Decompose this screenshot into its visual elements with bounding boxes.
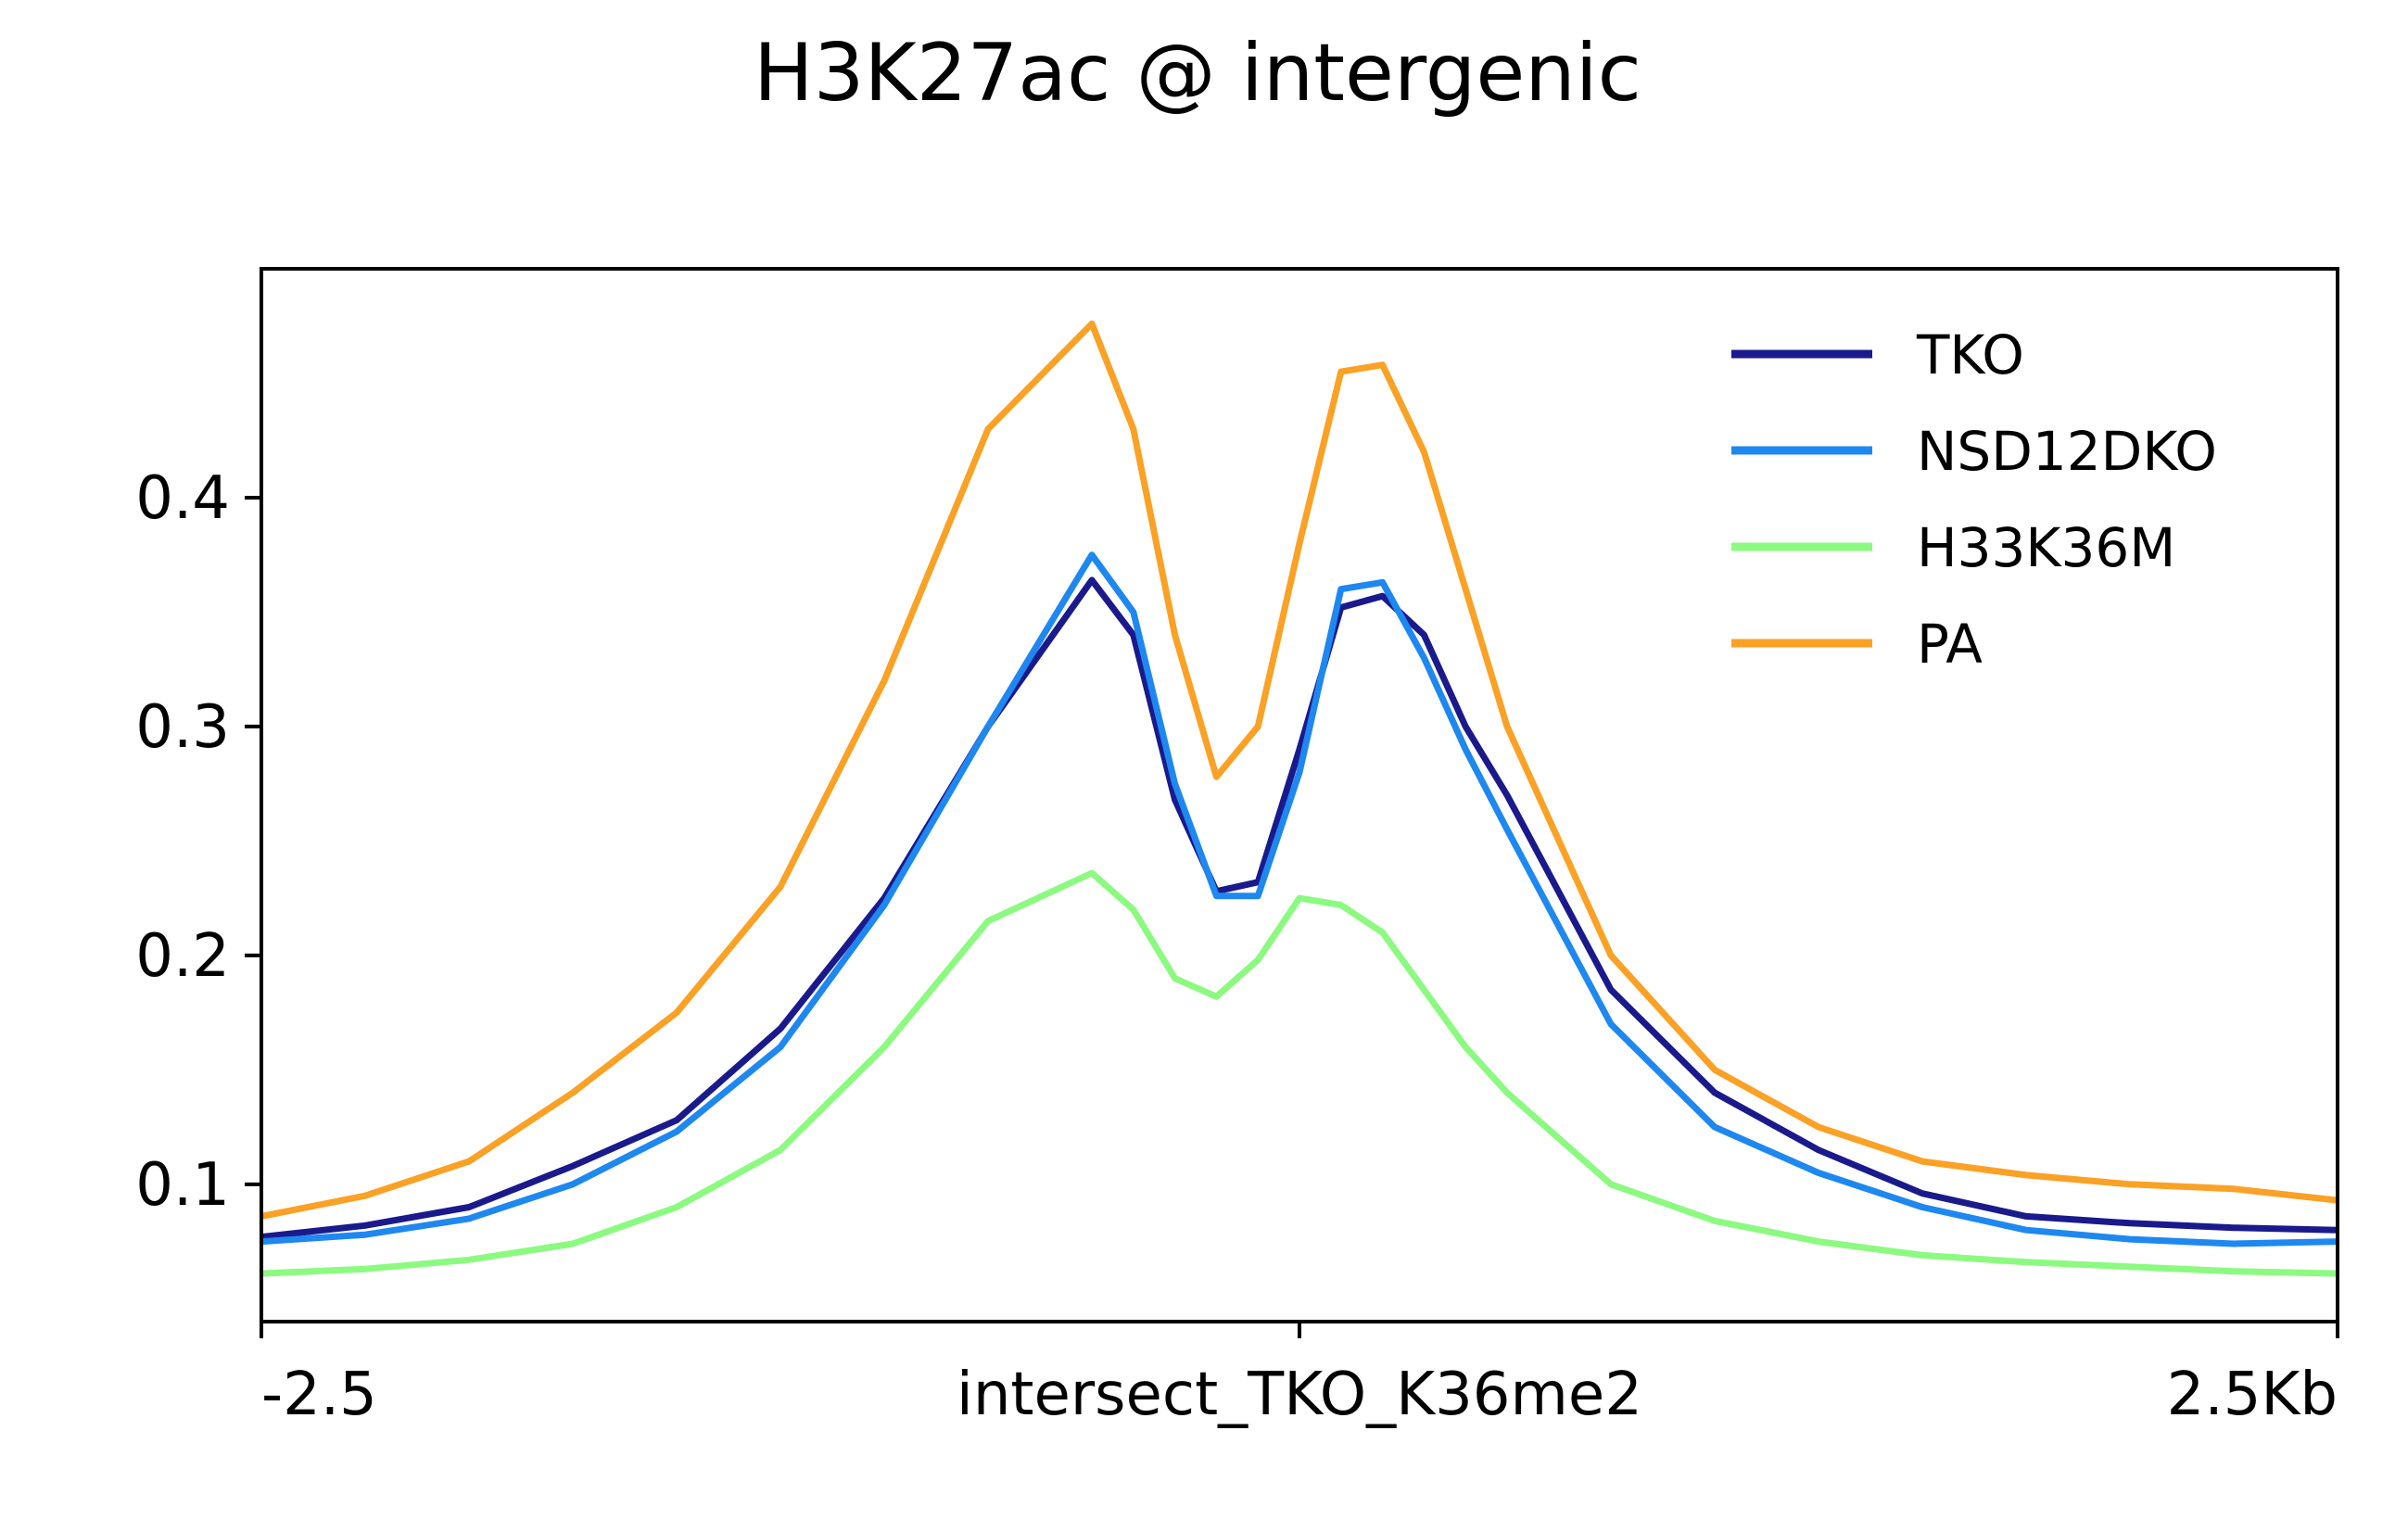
legend-label-tko: TKO <box>1916 323 2024 386</box>
chart-title: H3K27ac @ intergenic <box>754 27 1641 120</box>
y-tick-label: 0.1 <box>135 1151 230 1220</box>
legend-label-nsd12dko: NSD12DKO <box>1917 420 2217 483</box>
legend-label-pa: PA <box>1917 613 1983 676</box>
series-line-tko <box>260 576 2338 1241</box>
legend: TKO NSD12DKO H33K36M PA <box>1731 323 2217 676</box>
x-axis: -2.5 intersect_TKO_K36me2 2.5Kb <box>260 1322 2339 1429</box>
y-tick-label: 0.4 <box>135 464 230 533</box>
y-tick-label: 0.3 <box>135 693 230 762</box>
series-line-h33k36m <box>260 869 2338 1277</box>
series-line-pa <box>260 320 2338 1220</box>
x-tick-label: -2.5 <box>261 1361 377 1429</box>
x-tick-label: 2.5Kb <box>2167 1361 2338 1429</box>
x-tick-label: intersect_TKO_K36me2 <box>957 1361 1642 1429</box>
legend-label-h33k36m: H33K36M <box>1917 516 2175 579</box>
series-line-nsd12dko <box>260 551 2338 1247</box>
y-axis: 0.1 0.2 0.3 0.4 <box>135 464 261 1220</box>
series-layer <box>260 320 2338 1277</box>
y-tick-label: 0.2 <box>135 922 230 991</box>
